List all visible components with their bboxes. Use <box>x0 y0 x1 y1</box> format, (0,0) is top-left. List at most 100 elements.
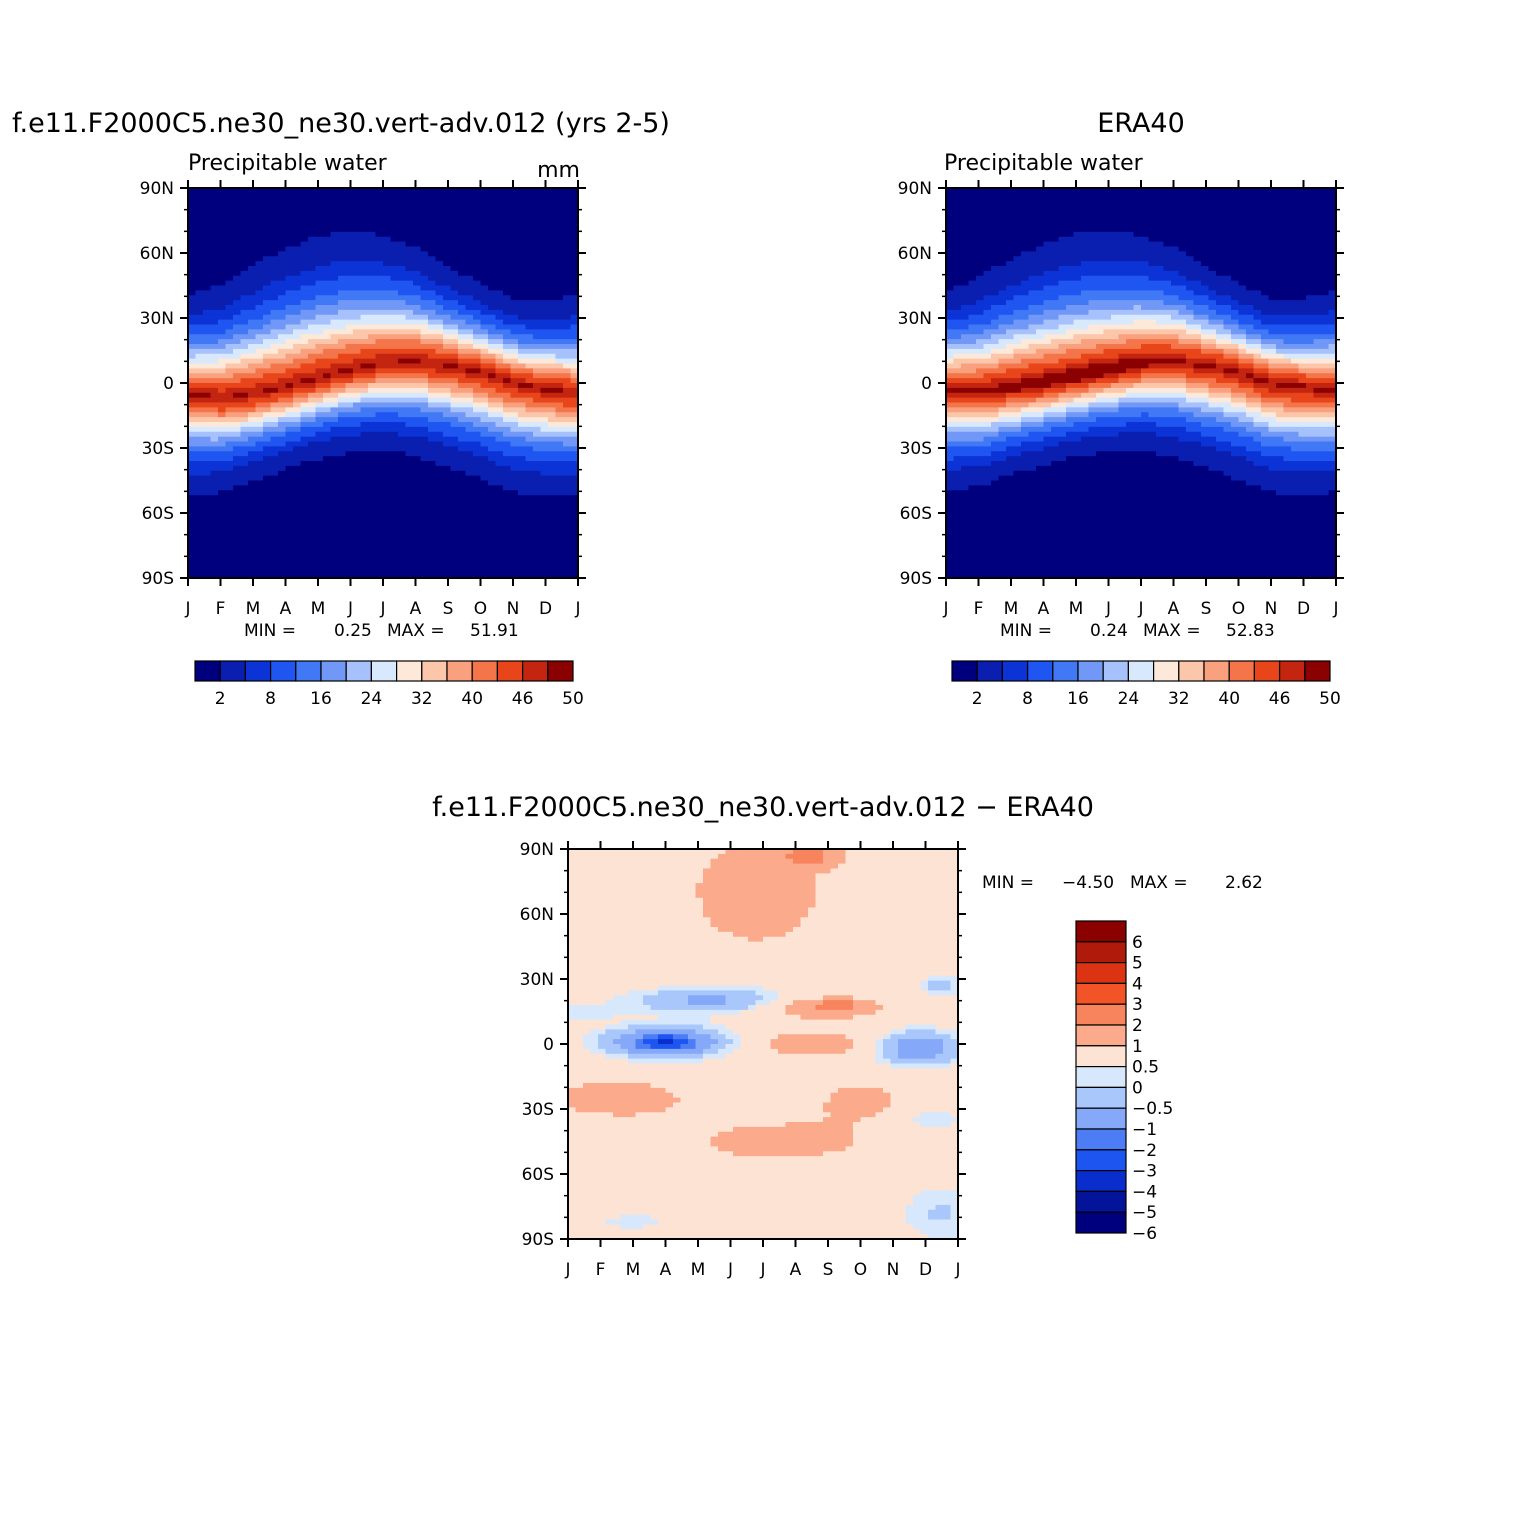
field-cell <box>541 373 549 378</box>
field-cell <box>398 237 406 242</box>
field-cell <box>443 490 451 495</box>
field-cell <box>436 563 444 568</box>
field-cell <box>301 247 309 252</box>
field-cell <box>488 364 496 369</box>
field-cell <box>361 461 369 466</box>
field-cell <box>984 290 992 295</box>
field-cell <box>203 510 211 515</box>
field-cell <box>263 485 271 490</box>
field-cell <box>428 398 436 403</box>
field-cell <box>984 295 992 300</box>
field-cell <box>466 212 474 217</box>
field-cell <box>451 407 459 412</box>
field-cell <box>954 271 962 276</box>
field-cell <box>548 422 556 427</box>
field-cell <box>376 456 384 461</box>
field-cell <box>533 217 541 222</box>
field-cell <box>188 271 196 276</box>
field-cell <box>954 442 962 447</box>
field-cell <box>406 359 414 364</box>
field-cell <box>271 563 279 568</box>
field-cell <box>241 334 249 339</box>
field-cell <box>458 446 466 451</box>
x-tick-label: S <box>443 599 454 619</box>
field-cell <box>451 383 459 388</box>
field-cell <box>353 237 361 242</box>
field-cell <box>353 388 361 393</box>
field-cell <box>458 364 466 369</box>
field-cell <box>323 544 331 549</box>
field-cell <box>533 315 541 320</box>
field-cell <box>533 549 541 554</box>
field-cell <box>518 442 526 447</box>
field-cell <box>218 286 226 291</box>
field-cell <box>278 534 286 539</box>
field-cell <box>346 349 354 354</box>
field-cell <box>301 403 309 408</box>
field-cell <box>361 393 369 398</box>
field-cell <box>1006 461 1014 466</box>
field-cell <box>211 505 219 510</box>
field-cell <box>256 515 264 520</box>
field-cell <box>211 427 219 432</box>
field-cell <box>969 422 977 427</box>
field-cell <box>346 422 354 427</box>
field-cell <box>946 251 954 256</box>
field-cell <box>248 422 256 427</box>
field-cell <box>233 539 241 544</box>
field-cell <box>961 198 969 203</box>
field-cell <box>323 281 331 286</box>
field-cell <box>346 437 354 442</box>
field-cell <box>488 412 496 417</box>
field-cell <box>961 529 969 534</box>
field-cell <box>271 510 279 515</box>
field-cell <box>473 485 481 490</box>
field-cell <box>218 510 226 515</box>
field-cell <box>278 500 286 505</box>
field-cell <box>203 251 211 256</box>
field-cell <box>188 281 196 286</box>
field-cell <box>391 378 399 383</box>
field-cell <box>271 388 279 393</box>
field-cell <box>488 305 496 310</box>
field-cell <box>323 305 331 310</box>
field-cell <box>241 544 249 549</box>
field-cell <box>473 495 481 500</box>
field-cell <box>496 524 504 529</box>
field-cell <box>533 242 541 247</box>
field-cell <box>1006 315 1014 320</box>
field-cell <box>256 364 264 369</box>
field-cell <box>286 364 294 369</box>
field-cell <box>458 329 466 334</box>
field-cell <box>556 368 564 373</box>
field-cell <box>376 349 384 354</box>
field-cell <box>961 281 969 286</box>
field-cell <box>286 432 294 437</box>
field-cell <box>188 427 196 432</box>
field-cell <box>278 217 286 222</box>
field-cell <box>473 539 481 544</box>
field-cell <box>331 432 339 437</box>
field-cell <box>473 354 481 359</box>
field-cell <box>556 403 564 408</box>
field-cell <box>1006 261 1014 266</box>
field-cell <box>286 256 294 261</box>
field-cell <box>1006 266 1014 271</box>
field-cell <box>458 549 466 554</box>
field-cell <box>961 364 969 369</box>
field-cell <box>436 300 444 305</box>
field-cell <box>413 412 421 417</box>
field-cell <box>346 208 354 213</box>
field-cell <box>218 232 226 237</box>
field-cell <box>421 388 429 393</box>
field-cell <box>338 193 346 198</box>
field-cell <box>436 403 444 408</box>
field-cell <box>451 549 459 554</box>
x-tick-label: N <box>507 599 520 619</box>
field-cell <box>488 539 496 544</box>
field-cell <box>241 495 249 500</box>
field-cell <box>308 295 316 300</box>
field-cell <box>293 544 301 549</box>
field-cell <box>518 485 526 490</box>
field-cell <box>368 349 376 354</box>
